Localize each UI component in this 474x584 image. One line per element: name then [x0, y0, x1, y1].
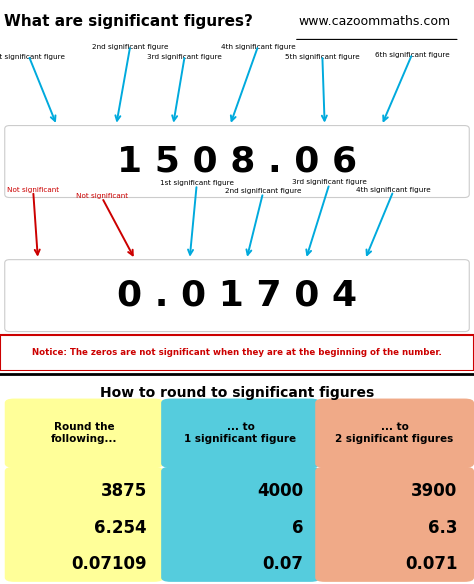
Text: 6.3: 6.3	[428, 519, 457, 537]
Text: Notice: The zeros are not significant when they are at the beginning of the numb: Notice: The zeros are not significant wh…	[32, 348, 442, 357]
FancyBboxPatch shape	[161, 467, 320, 582]
FancyBboxPatch shape	[161, 398, 320, 468]
Text: ... to
1 significant figure: ... to 1 significant figure	[184, 422, 297, 444]
Text: 4th significant figure: 4th significant figure	[221, 44, 296, 50]
Text: 6: 6	[292, 519, 303, 537]
Text: 3875: 3875	[100, 482, 147, 500]
Text: 6th significant figure: 6th significant figure	[375, 52, 450, 58]
FancyBboxPatch shape	[5, 467, 164, 582]
FancyBboxPatch shape	[5, 126, 469, 197]
Text: 1 5 0 8 . 0 6: 1 5 0 8 . 0 6	[117, 144, 357, 179]
Text: ... to
2 significant figures: ... to 2 significant figures	[336, 422, 454, 444]
Text: 0.07109: 0.07109	[71, 555, 147, 573]
Text: 3rd significant figure: 3rd significant figure	[292, 179, 367, 185]
Text: 2nd significant figure: 2nd significant figure	[225, 188, 301, 194]
Text: Round the
following...: Round the following...	[51, 422, 118, 444]
Text: 0.071: 0.071	[405, 555, 457, 573]
Text: 2nd significant figure: 2nd significant figure	[92, 44, 169, 50]
Text: 4th significant figure: 4th significant figure	[356, 187, 431, 193]
FancyBboxPatch shape	[315, 398, 474, 468]
FancyBboxPatch shape	[5, 398, 164, 468]
Text: 4000: 4000	[257, 482, 303, 500]
Text: 0 . 0 1 7 0 4: 0 . 0 1 7 0 4	[117, 279, 357, 312]
Text: How to round to significant figures: How to round to significant figures	[100, 386, 374, 400]
Text: What are significant figures?: What are significant figures?	[3, 15, 253, 29]
Text: 3rd significant figure: 3rd significant figure	[147, 54, 222, 60]
Text: 5th significant figure: 5th significant figure	[285, 54, 360, 60]
Text: www.cazoommaths.com: www.cazoommaths.com	[299, 15, 450, 29]
FancyBboxPatch shape	[0, 335, 474, 371]
Text: 1st significant figure: 1st significant figure	[0, 54, 65, 60]
Text: 1st significant figure: 1st significant figure	[160, 180, 234, 186]
Text: Not significant: Not significant	[76, 193, 128, 199]
Text: 3900: 3900	[411, 482, 457, 500]
Text: 6.254: 6.254	[94, 519, 147, 537]
Text: Not significant: Not significant	[7, 187, 59, 193]
FancyBboxPatch shape	[5, 260, 469, 332]
Text: 0.07: 0.07	[263, 555, 303, 573]
FancyBboxPatch shape	[315, 467, 474, 582]
